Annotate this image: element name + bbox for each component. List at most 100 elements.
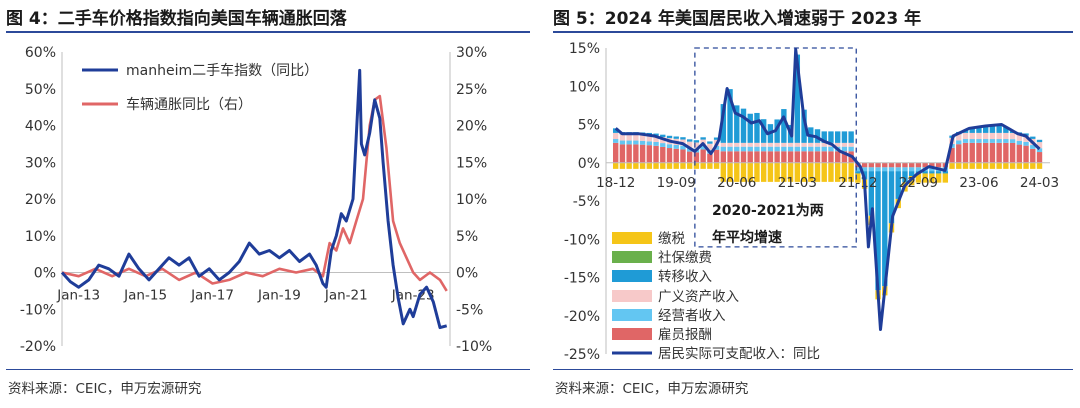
- right-ytick-label: 0%: [578, 156, 600, 172]
- right-ytick-label: -25%: [564, 347, 600, 363]
- stacked-bar-segment: [713, 162, 720, 169]
- stacked-bar-segment: [888, 171, 895, 224]
- stacked-bar-segment: [660, 143, 666, 147]
- stacked-bar-segment: [969, 132, 975, 140]
- stacked-bar-segment: [962, 132, 969, 140]
- stacked-bar-segment: [821, 146, 827, 152]
- stacked-bar-segment: [828, 162, 834, 182]
- stacked-bar-segment: [1003, 139, 1009, 143]
- stacked-bar-segment: [619, 162, 626, 169]
- stacked-bar-segment: [1009, 162, 1016, 169]
- stacked-bar-segment: [794, 54, 801, 143]
- stacked-bar-segment: [855, 171, 861, 174]
- stacked-bar-segment: [666, 135, 673, 139]
- left-ytick-label: 60%: [25, 45, 56, 61]
- stacked-bar-segment: [666, 148, 673, 163]
- stacked-bar-segment: [619, 140, 626, 145]
- left-legend-label: manheim二手车指数（同比）: [126, 62, 318, 79]
- stacked-bar-segment: [855, 173, 861, 183]
- stacked-bar-segment: [1023, 141, 1029, 146]
- stacked-bar-segment: [996, 132, 1002, 140]
- stacked-bar-segment: [720, 162, 727, 182]
- stacked-bar-segment: [660, 134, 666, 137]
- stacked-bar-segment: [713, 137, 720, 140]
- stacked-bar-segment: [760, 142, 767, 147]
- stacked-bar-segment: [747, 151, 753, 163]
- stacked-bar-segment: [693, 152, 700, 163]
- stacked-bar-segment: [747, 142, 753, 147]
- stacked-bar-segment: [774, 146, 780, 152]
- stacked-bar-segment: [808, 146, 814, 152]
- stacked-bar-segment: [680, 162, 686, 169]
- right-ytick-label: -10%: [564, 232, 600, 248]
- stacked-bar-segment: [1003, 126, 1009, 133]
- stacked-bar-segment: [915, 173, 922, 183]
- stacked-bar-segment: [969, 127, 975, 133]
- stacked-bar-segment: [673, 148, 679, 163]
- stacked-bar-segment: [902, 162, 908, 168]
- stacked-bar-segment: [781, 109, 787, 143]
- stacked-bar-segment: [760, 151, 767, 163]
- stacked-bar-segment: [787, 162, 794, 182]
- stacked-bar-segment: [962, 142, 969, 163]
- stacked-bar-segment: [686, 151, 693, 163]
- right-ytick-label: -15%: [564, 271, 600, 287]
- stacked-bar-segment: [633, 162, 639, 169]
- left-title-rule: [6, 31, 530, 33]
- stacked-bar-segment: [814, 146, 821, 152]
- stacked-bar-segment: [814, 162, 821, 182]
- right-ytick-label: 15%: [569, 41, 600, 57]
- stacked-bar-segment: [841, 142, 848, 147]
- stacked-bar-segment: [754, 162, 760, 182]
- stacked-bar-segment: [848, 131, 854, 143]
- stacked-bar-segment: [1030, 136, 1036, 139]
- stacked-bar-segment: [1016, 162, 1023, 169]
- stacked-bar-segment: [996, 142, 1002, 163]
- stacked-bar-segment: [619, 144, 626, 163]
- left-ytick-label: -10%: [20, 302, 56, 318]
- stacked-bar-segment: [821, 162, 827, 182]
- stacked-bar-segment: [929, 173, 935, 183]
- manheim-series-line: [60, 68, 448, 330]
- stacked-bar-segment: [976, 142, 982, 163]
- stacked-bar-segment: [747, 113, 753, 143]
- stacked-bar-segment: [707, 143, 713, 150]
- stacked-bar-segment: [915, 167, 922, 172]
- stacked-bar-segment: [935, 171, 942, 174]
- stacked-bar-segment: [660, 162, 666, 169]
- stacked-bar-segment: [754, 151, 760, 163]
- stacked-bar-segment: [808, 151, 814, 163]
- stacked-bar-segment: [686, 141, 693, 148]
- stacked-bar-segment: [646, 162, 653, 169]
- right-ytick-label: 5%: [578, 118, 600, 134]
- right-legend-line-label: 居民实际可支配收入：同比: [658, 346, 820, 362]
- right-legend-swatch: [612, 232, 652, 244]
- stacked-bar-segment: [976, 139, 982, 143]
- stacked-bar-segment: [982, 142, 989, 163]
- stacked-bar-segment: [814, 142, 821, 147]
- left-xtick-label: Jan-13: [56, 288, 100, 304]
- left-ytick-label: 40%: [25, 119, 56, 135]
- stacked-bar-segment: [808, 142, 814, 147]
- right-legend-label: 广义资产收入: [658, 289, 739, 305]
- stacked-bar-segment: [666, 144, 673, 149]
- stacked-bar-segment: [841, 162, 848, 182]
- stacked-bar-segment: [1030, 162, 1036, 169]
- left-ytick-right-label: 5%: [456, 229, 478, 245]
- stacked-bar-segment: [908, 171, 915, 177]
- stacked-bar-segment: [626, 162, 632, 169]
- stacked-bar-segment: [686, 162, 693, 169]
- left-ytick-right-label: 20%: [456, 119, 487, 135]
- stacked-bar-segment: [794, 146, 801, 152]
- stacked-bar-segment: [633, 144, 639, 163]
- left-source-note: 资料来源：CEIC，申万宏源研究: [8, 381, 202, 397]
- stacked-bar-segment: [760, 119, 767, 143]
- stacked-bar-segment: [680, 137, 686, 140]
- stacked-bar-segment: [1036, 148, 1043, 153]
- stacked-bar-segment: [875, 167, 881, 172]
- stacked-bar-segment: [760, 146, 767, 152]
- stacked-bar-segment: [626, 140, 632, 145]
- stacked-bar-segment: [801, 151, 807, 163]
- stacked-bar-segment: [781, 162, 787, 182]
